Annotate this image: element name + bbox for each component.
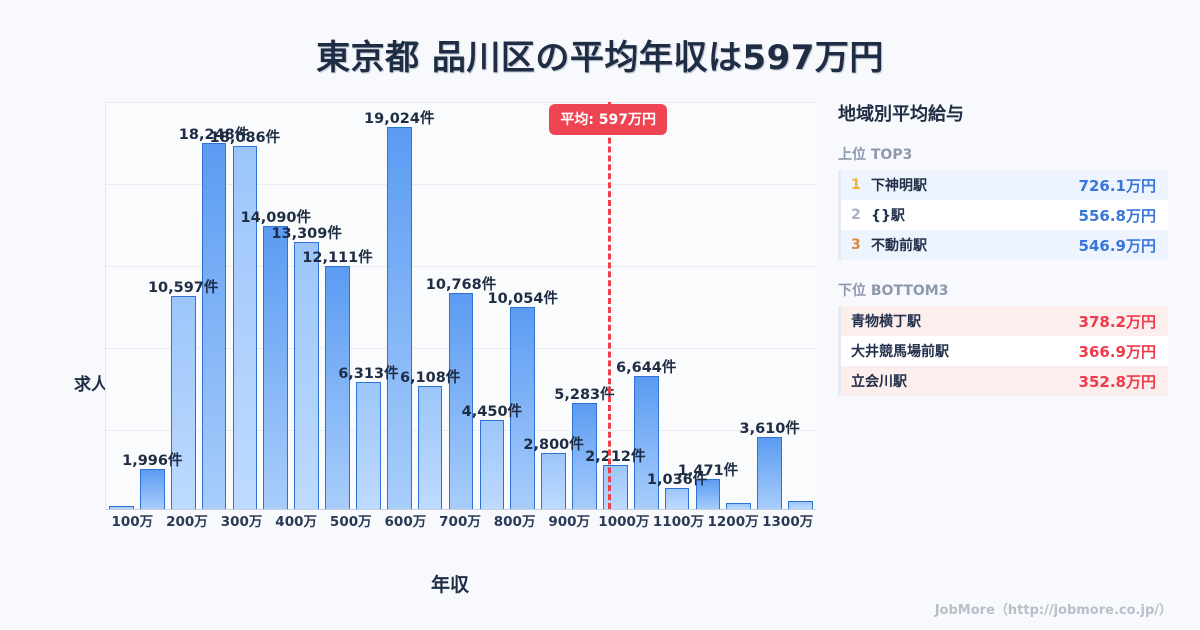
x-tick-label: 600万 [384, 514, 427, 530]
station-salary-value: 546.9万円 [1078, 236, 1156, 255]
bar [633, 375, 659, 509]
bar [294, 241, 319, 509]
x-tick-label: 800万 [493, 514, 536, 530]
bar-value-label: 1,996件 [122, 452, 183, 469]
x-tick-label: 900万 [548, 514, 591, 530]
station-salary-value: 556.8万円 [1078, 206, 1156, 225]
station-salary-value: 726.1万円 [1078, 176, 1156, 195]
bar-value-label: 6,108件 [399, 370, 461, 387]
x-tick-label: 200万 [166, 514, 208, 530]
rank-number: 3 [851, 237, 861, 253]
bar [109, 506, 134, 509]
footer-watermark: JobMore（http://jobmore.co.jp/） [934, 603, 1172, 618]
top3-table: 1 下神明駅 726.1万円 2 {}駅 556.8万円 3 不動前駅 546.9万円 [838, 170, 1168, 260]
bar-value-label: 18,248件 [178, 126, 250, 143]
average-badge: 平均: 597万円 [549, 104, 668, 135]
bar [139, 468, 165, 509]
bar [479, 419, 505, 509]
bar-value-label: 14,090件 [240, 210, 312, 227]
station-name: 不動前駅 [871, 238, 927, 254]
sidebar-heading: 地域別平均給与 [838, 104, 964, 125]
top3-label: 上位 TOP3 [838, 147, 913, 163]
area-salary-sidebar: 地域別平均給与 上位 TOP3 1 下神明駅 726.1万円 2 {}駅 556.8万円 3… [838, 100, 1168, 416]
x-tick-label: 700万 [439, 514, 481, 530]
bottom3-label: 下位 BOTTOM3 [838, 283, 949, 299]
bar [356, 382, 381, 509]
bar-value-label: 6,644件 [616, 359, 677, 376]
bar-value-label: 5,283件 [554, 386, 615, 403]
bar [726, 502, 752, 509]
top3-row[interactable]: 1 下神明駅 726.1万円 [841, 170, 1168, 200]
bar-value-label: 10,597件 [147, 280, 219, 297]
bar [603, 464, 628, 509]
bar-value-label: 4,450件 [461, 403, 523, 420]
x-tick-label: 100万 [111, 514, 154, 530]
bar [201, 142, 227, 509]
station-name: 下神明駅 [871, 178, 927, 194]
bar-value-label: 3,610件 [739, 420, 800, 437]
x-tick-label: 1300万 [762, 514, 814, 530]
bar [448, 292, 474, 509]
bar-value-label: 18,086件 [209, 129, 281, 146]
bar [325, 265, 350, 509]
station-salary-value: 352.8万円 [1078, 372, 1156, 391]
bar-value-label: 12,111件 [302, 249, 373, 266]
average-line [608, 102, 612, 509]
station-name: {}駅 [871, 208, 905, 224]
bar [757, 436, 783, 509]
bar-value-label: 1,036件 [646, 472, 708, 489]
bar [170, 296, 196, 509]
axis-baseline [106, 509, 816, 510]
bottom3-row[interactable]: 青物横丁駅 378.2万円 [841, 306, 1168, 336]
bar-value-label: 13,309件 [271, 225, 342, 242]
top3-row[interactable]: 2 {}駅 556.8万円 [841, 200, 1168, 230]
station-name: 大井競馬場前駅 [851, 344, 949, 360]
station-salary-value: 378.2万円 [1078, 312, 1156, 331]
bottom3-row[interactable]: 立会川駅 352.8万円 [841, 366, 1168, 396]
bar [788, 500, 813, 509]
bar [541, 452, 566, 509]
rank-number: 1 [851, 177, 861, 193]
station-name: 立会川駅 [851, 374, 907, 390]
bar-value-label: 2,212件 [585, 448, 646, 465]
gridline [106, 102, 816, 103]
page-title: 東京都 品川区の平均年収は597万円 [316, 38, 884, 78]
bar-value-label: 2,800件 [523, 436, 584, 453]
rank-number: 2 [851, 207, 861, 223]
bar-value-label: 6,313件 [338, 366, 399, 383]
plot-area: 1,996件 10,597件 18,248件 18,086件 14,090件 13,309… [105, 102, 816, 510]
x-axis-label: 年収 [430, 574, 469, 596]
gridline [106, 184, 816, 185]
top3-row[interactable]: 3 不動前駅 546.9万円 [841, 230, 1168, 260]
x-tick-label: 400万 [275, 514, 317, 530]
x-tick-label: 500万 [329, 514, 372, 530]
bottom3-table: 青物横丁駅 378.2万円大井競馬場前駅 366.9万円立会川駅 352.8万円 [838, 306, 1168, 396]
bar-value-label: 19,024件 [364, 111, 435, 127]
bar [510, 307, 536, 509]
x-tick-label: 1000万 [598, 514, 650, 530]
histogram-chart: 求人数 1,996件 10,597件 18,248件 18,086件 14,090件 13… [60, 92, 820, 530]
x-tick-label: 300万 [220, 514, 263, 530]
station-name: 青物横丁駅 [851, 314, 921, 330]
x-tick-label: 1200万 [707, 514, 759, 530]
bar [263, 226, 289, 509]
bar [386, 127, 412, 509]
bar [232, 145, 258, 509]
bottom3-row[interactable]: 大井競馬場前駅 366.9万円 [841, 336, 1168, 366]
bar-value-label: 10,768件 [425, 276, 497, 293]
bar [664, 488, 690, 509]
bar-value-label: 1,471件 [677, 463, 739, 480]
bar [417, 386, 443, 509]
station-salary-value: 366.9万円 [1078, 342, 1156, 361]
bar [695, 479, 721, 509]
bar [572, 402, 597, 509]
x-tick-label: 1100万 [652, 514, 704, 530]
gridline [106, 266, 816, 267]
bar-value-label: 10,054件 [487, 291, 558, 308]
